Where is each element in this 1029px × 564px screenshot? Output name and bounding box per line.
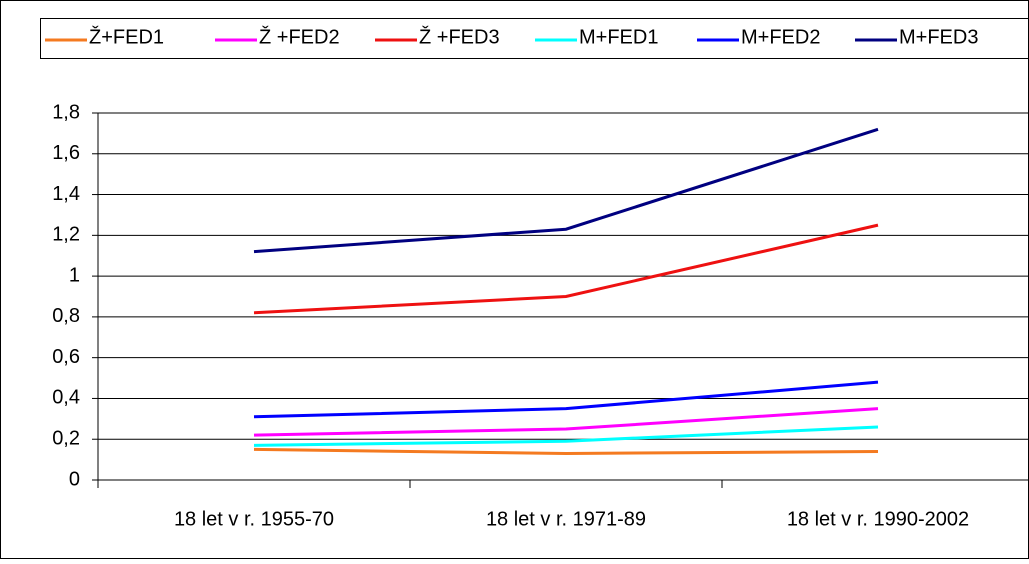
x-tick-label: 18 let v r. 1955-70 <box>174 508 334 530</box>
x-tick-label: 18 let v r. 1971-89 <box>486 508 646 530</box>
series-line <box>253 425 879 447</box>
y-tick-label: 0,4 <box>52 387 80 409</box>
legend-label: Ž+FED1 <box>89 25 164 48</box>
y-tick-label: 1,4 <box>52 183 80 205</box>
series-line <box>253 127 879 254</box>
legend-label: M+FED1 <box>579 26 658 48</box>
legend-label: M+FED2 <box>741 26 820 48</box>
y-tick-label: 0,2 <box>52 428 80 450</box>
y-tick-label: 1,8 <box>52 101 80 123</box>
y-tick-label: 1,2 <box>52 224 80 246</box>
y-tick-label: 0 <box>69 468 80 490</box>
legend-label: Ž +FED2 <box>259 25 340 48</box>
series-line <box>253 223 879 315</box>
legend-label: Ž +FED3 <box>419 25 500 48</box>
series-line <box>253 447 879 455</box>
y-tick-label: 1,6 <box>52 142 80 164</box>
series-line <box>253 380 879 419</box>
legend-label: M+FED3 <box>899 26 978 48</box>
y-tick-label: 0,6 <box>52 346 80 368</box>
series-line <box>253 407 879 437</box>
y-tick-label: 0,8 <box>52 305 80 327</box>
x-tick-label: 18 let v r. 1990-2002 <box>787 508 969 530</box>
y-tick-label: 1 <box>69 264 80 286</box>
